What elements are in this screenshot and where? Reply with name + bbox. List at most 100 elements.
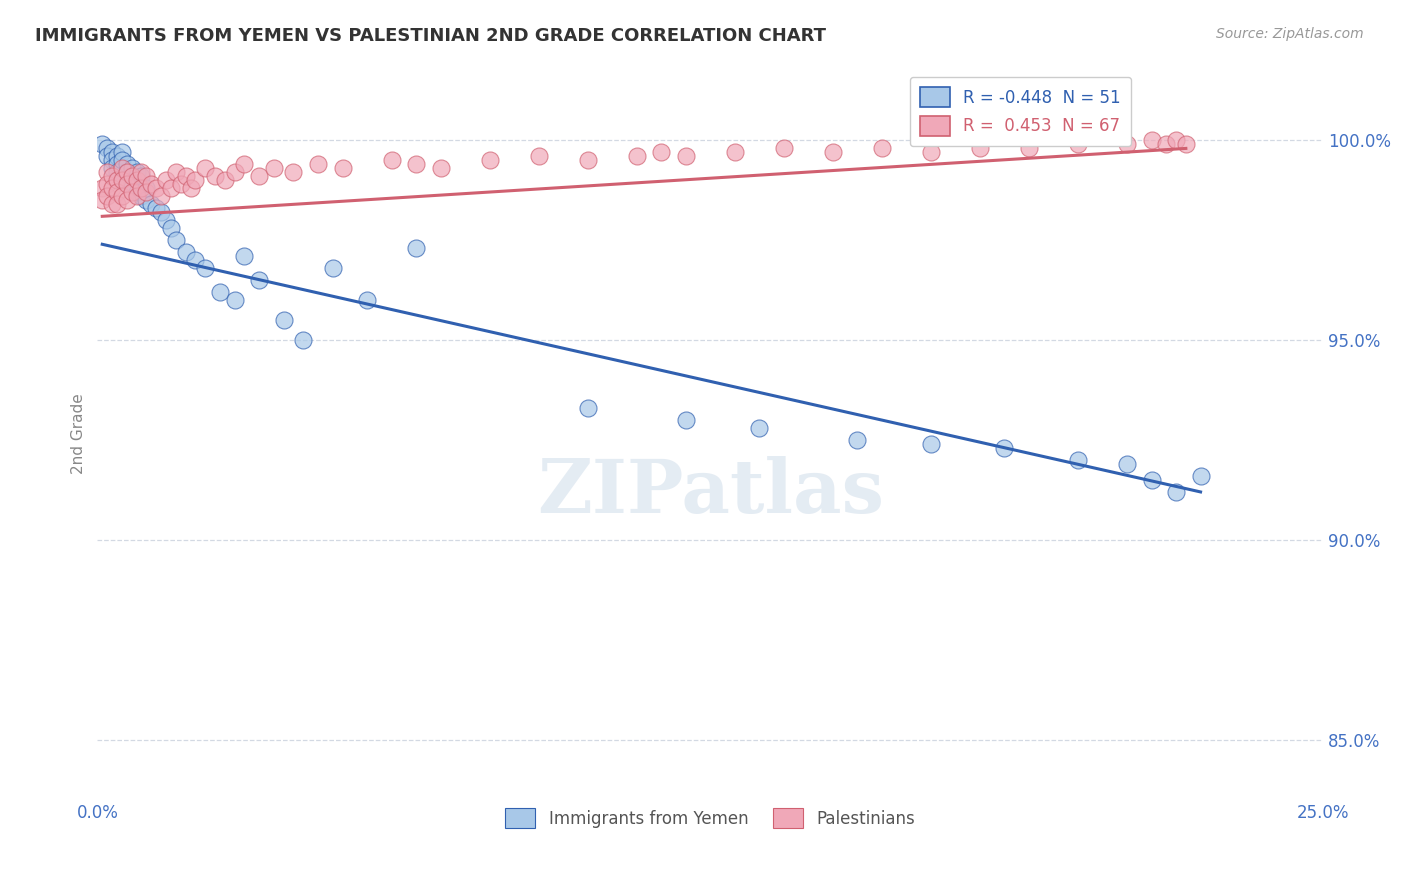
Point xyxy=(115,178,138,192)
Point xyxy=(121,169,143,184)
Point xyxy=(91,137,114,152)
Point xyxy=(846,433,869,447)
Point xyxy=(111,161,134,176)
Point xyxy=(1189,469,1212,483)
Point xyxy=(1164,133,1187,147)
Point xyxy=(96,149,118,163)
Point xyxy=(150,189,173,203)
Point xyxy=(111,145,134,160)
Point xyxy=(405,241,427,255)
Point xyxy=(1140,473,1163,487)
Point xyxy=(184,253,207,268)
Point xyxy=(131,181,153,195)
Point xyxy=(748,421,770,435)
Point xyxy=(1164,485,1187,500)
Point xyxy=(174,169,197,184)
Point xyxy=(194,261,217,276)
Point xyxy=(247,273,270,287)
Point xyxy=(478,153,501,168)
Point xyxy=(969,141,991,155)
Point xyxy=(527,149,550,163)
Point xyxy=(920,145,942,160)
Point xyxy=(115,157,138,171)
Point xyxy=(115,194,138,208)
Point xyxy=(405,157,427,171)
Point xyxy=(155,173,177,187)
Point xyxy=(224,165,246,179)
Point xyxy=(135,194,157,208)
Point xyxy=(135,169,157,184)
Point xyxy=(131,189,153,203)
Point xyxy=(184,173,207,187)
Point xyxy=(174,245,197,260)
Point xyxy=(224,293,246,308)
Point xyxy=(91,194,114,208)
Point xyxy=(150,205,173,219)
Point xyxy=(1067,137,1090,152)
Point xyxy=(292,333,315,347)
Point xyxy=(121,161,143,176)
Point xyxy=(125,173,148,187)
Point xyxy=(1018,141,1040,155)
Point xyxy=(870,141,893,155)
Point xyxy=(145,202,167,216)
Point xyxy=(179,181,201,195)
Point xyxy=(332,161,354,176)
Point xyxy=(101,197,124,211)
Point xyxy=(131,165,153,179)
Point xyxy=(96,189,118,203)
Point xyxy=(283,165,305,179)
Point xyxy=(429,161,451,176)
Point xyxy=(322,261,344,276)
Y-axis label: 2nd Grade: 2nd Grade xyxy=(72,393,86,475)
Point xyxy=(1067,453,1090,467)
Point xyxy=(204,169,226,184)
Point xyxy=(96,165,118,179)
Point xyxy=(160,181,183,195)
Point xyxy=(993,441,1015,455)
Point xyxy=(101,161,124,176)
Point xyxy=(165,233,187,247)
Point xyxy=(121,186,143,200)
Point xyxy=(155,213,177,227)
Point xyxy=(91,181,114,195)
Point xyxy=(821,145,844,160)
Point xyxy=(1116,137,1139,152)
Point xyxy=(233,249,256,263)
Point xyxy=(920,437,942,451)
Point xyxy=(650,145,672,160)
Point xyxy=(380,153,402,168)
Point xyxy=(1116,457,1139,471)
Point xyxy=(263,161,285,176)
Point xyxy=(772,141,794,155)
Point xyxy=(96,178,118,192)
Point xyxy=(101,169,124,184)
Point xyxy=(194,161,217,176)
Point xyxy=(105,186,128,200)
Point xyxy=(307,157,329,171)
Point xyxy=(115,165,138,179)
Point xyxy=(1154,137,1177,152)
Point xyxy=(105,197,128,211)
Point xyxy=(233,157,256,171)
Text: ZIPatlas: ZIPatlas xyxy=(537,456,884,529)
Point xyxy=(105,149,128,163)
Point xyxy=(135,186,157,200)
Point xyxy=(724,145,747,160)
Point xyxy=(125,186,148,200)
Legend: Immigrants from Yemen, Palestinians: Immigrants from Yemen, Palestinians xyxy=(499,801,922,835)
Point xyxy=(121,178,143,192)
Point xyxy=(111,189,134,203)
Point xyxy=(170,178,193,192)
Point xyxy=(125,189,148,203)
Point xyxy=(111,173,134,187)
Point xyxy=(273,313,295,327)
Point xyxy=(105,165,128,179)
Point xyxy=(1174,137,1197,152)
Point xyxy=(675,149,697,163)
Point xyxy=(576,401,599,415)
Text: Source: ZipAtlas.com: Source: ZipAtlas.com xyxy=(1216,27,1364,41)
Point xyxy=(141,178,163,192)
Point xyxy=(135,181,157,195)
Point xyxy=(160,221,183,235)
